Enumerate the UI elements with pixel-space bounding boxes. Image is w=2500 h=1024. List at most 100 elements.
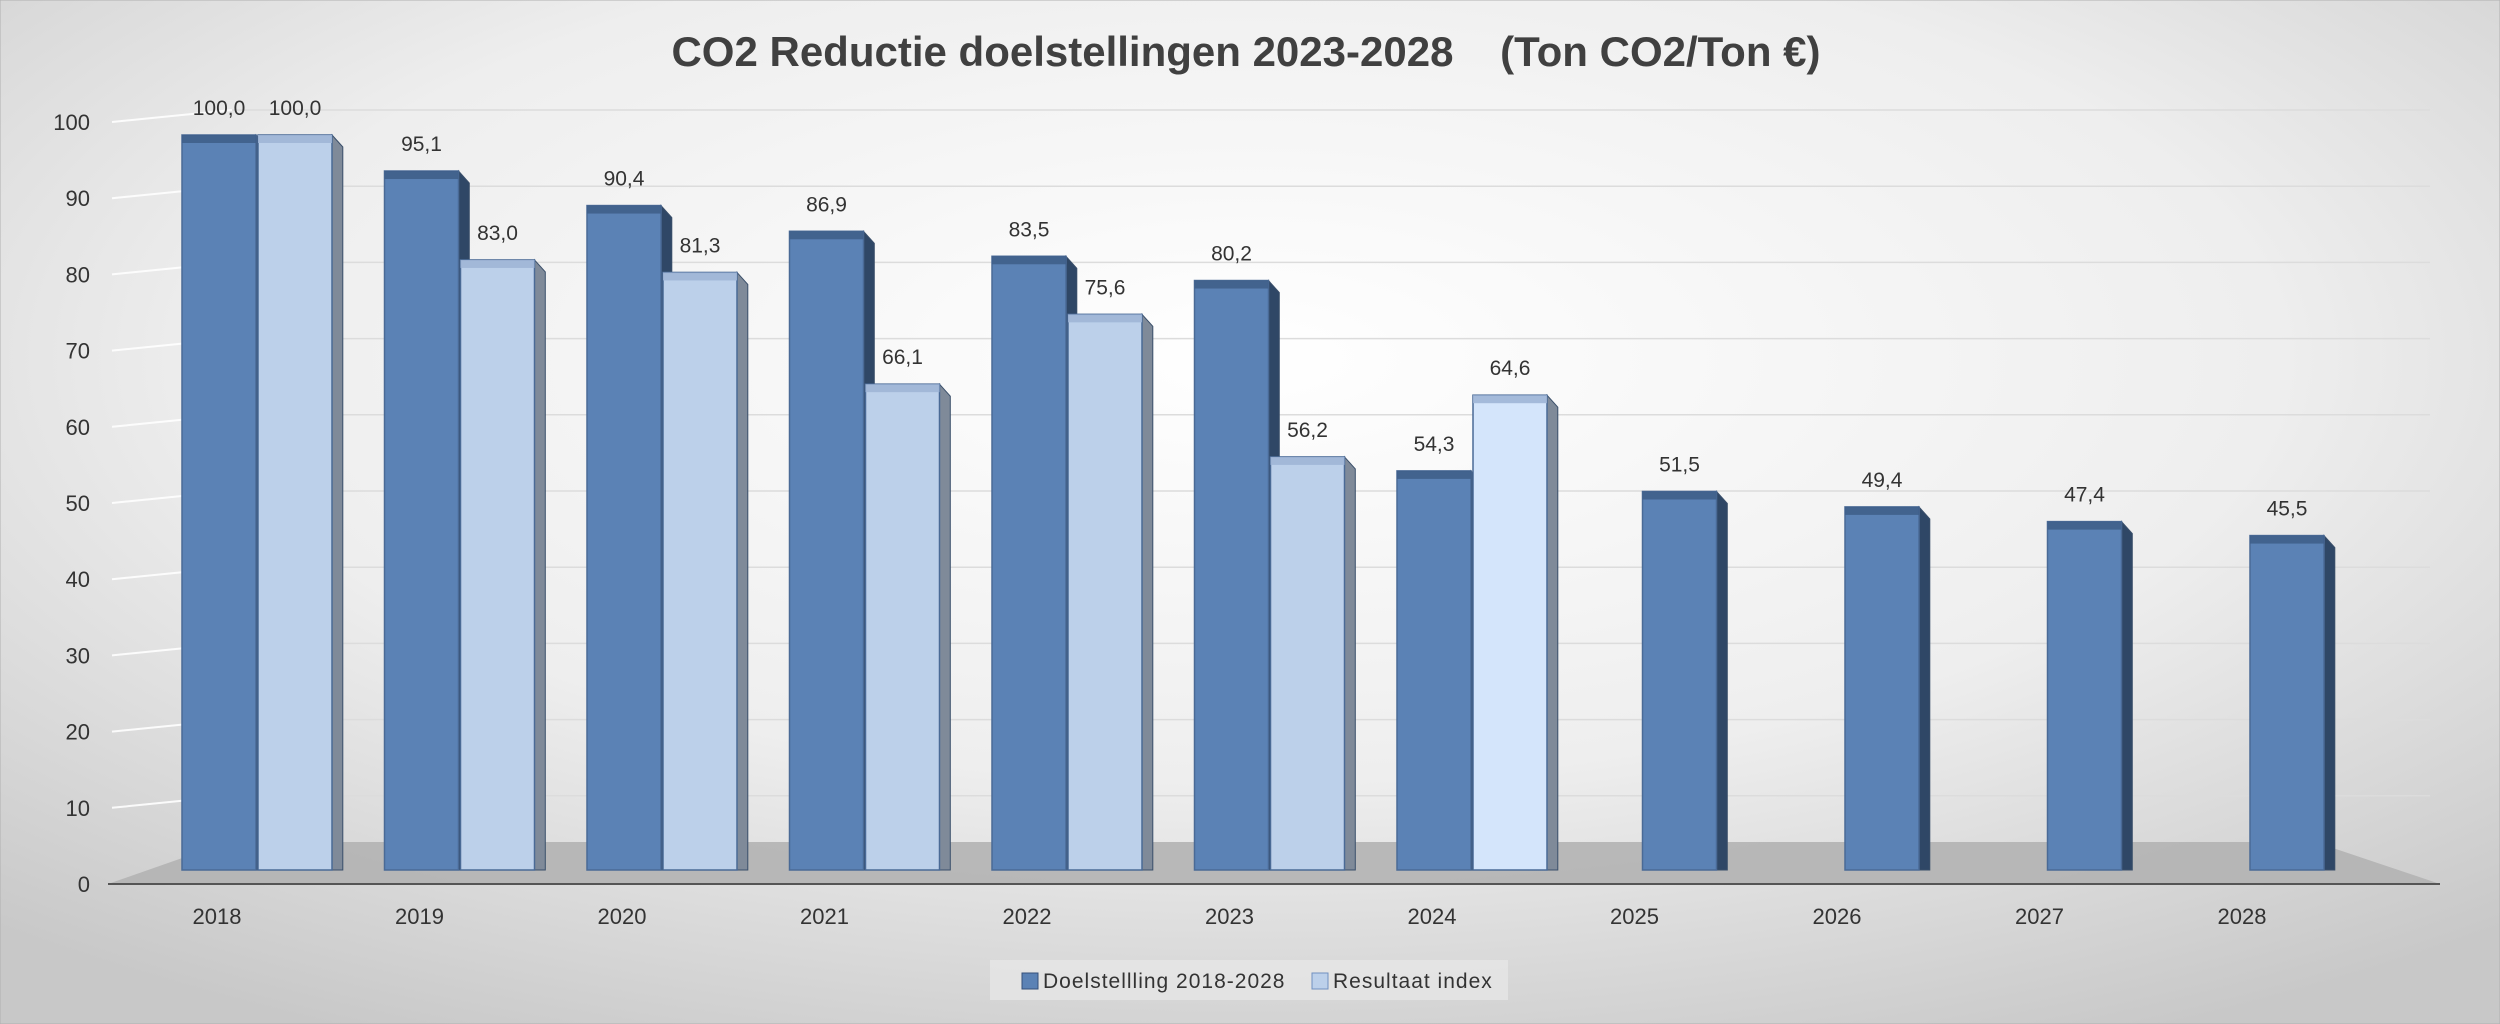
y-tick-label: 50	[66, 491, 90, 516]
bar-doelstelling-side	[2323, 534, 2336, 871]
x-tick-label: 2023	[1205, 904, 1254, 929]
data-label: 49,4	[1862, 469, 1903, 492]
bar-doelstelling	[1641, 490, 1728, 871]
bar-doelstelling	[1844, 505, 1931, 871]
bar-doelstelling-front	[788, 230, 865, 871]
y-tick-label: 70	[66, 339, 90, 364]
legend-swatch-resultaat	[1311, 972, 1329, 990]
data-label: 83,5	[1009, 218, 1050, 241]
data-label: 56,2	[1287, 419, 1328, 442]
y-tick-label: 10	[66, 796, 90, 821]
gridline	[111, 109, 233, 123]
x-tick-label: 2020	[598, 904, 647, 929]
bar-doelstelling-top	[384, 171, 459, 180]
bar-doelstelling-side	[1918, 505, 1931, 871]
legend-label-resultaat: Resultaat index	[1333, 970, 1493, 993]
bar-doelstelling	[1396, 469, 1483, 871]
bar-resultaat-top	[865, 384, 940, 393]
bar-resultaat-front	[257, 134, 333, 871]
bar-doelstelling-top	[992, 256, 1066, 265]
x-tick-label: 2025	[1610, 904, 1659, 929]
bar-resultaat-top	[1473, 395, 1547, 404]
data-label: 47,4	[2064, 484, 2105, 507]
x-tick-label: 2019	[395, 904, 444, 929]
bar-doelstelling-top	[182, 135, 256, 143]
x-tick-label: 2027	[2015, 904, 2064, 929]
bar-doelstelling	[991, 254, 1078, 871]
bar-resultaat-side	[534, 258, 546, 871]
bar-resultaat-top	[1270, 456, 1345, 465]
bar-doelstelling-front	[1396, 470, 1472, 871]
bar-doelstelling	[586, 204, 673, 871]
legend-swatch-doelstelling	[1021, 972, 1039, 990]
bar-doelstelling-top	[1642, 491, 1717, 500]
data-label: 51,5	[1659, 453, 1700, 476]
bar-resultaat-side	[736, 271, 749, 871]
legend-label-doelstelling: Doelstellling 2018-2028	[1043, 970, 1286, 993]
data-label: 83,0	[477, 222, 518, 245]
bar-doelstelling-side	[2121, 520, 2133, 871]
y-tick-label: 40	[66, 567, 90, 592]
bar-doelstelling-top	[789, 231, 864, 240]
x-tick-label: 2028	[2218, 904, 2267, 929]
bar-resultaat	[1269, 455, 1356, 871]
bar-doelstelling-front	[1844, 506, 1920, 871]
data-label: 66,1	[882, 346, 923, 369]
y-tick-label: 80	[66, 262, 90, 287]
data-label: 64,6	[1490, 357, 1531, 380]
y-tick-label: 100	[53, 110, 90, 135]
bar-resultaat	[662, 271, 749, 871]
bar-doelstelling	[383, 169, 470, 871]
bar-doelstelling	[788, 229, 875, 871]
bar-doelstelling-front	[383, 170, 460, 871]
y-tick-label: 90	[66, 186, 90, 211]
x-tick-label: 2021	[800, 904, 849, 929]
bar-doelstelling-top	[1194, 280, 1269, 289]
bar-doelstelling-top	[2047, 521, 2122, 530]
data-label: 100,0	[269, 97, 322, 120]
bar-doelstelling-front	[991, 255, 1067, 871]
bar-doelstelling-top	[587, 205, 661, 214]
data-label: 90,4	[604, 168, 645, 191]
bar-resultaat	[459, 258, 546, 871]
bar-resultaat-side	[331, 133, 344, 871]
bar-resultaat	[257, 133, 344, 871]
bar-doelstelling-front	[2046, 520, 2123, 871]
bar-doelstelling-top	[2250, 535, 2324, 544]
bar-doelstelling-top	[1845, 506, 1919, 515]
bar-resultaat-side	[1546, 393, 1559, 871]
x-tick-label: 2026	[1813, 904, 1862, 929]
data-label: 54,3	[1414, 433, 1455, 456]
data-label: 100,0	[193, 97, 246, 120]
bar-resultaat-front	[1067, 313, 1143, 871]
bar-resultaat-front	[864, 383, 941, 871]
data-label: 81,3	[680, 234, 721, 257]
chart-title: CO2 Reductie doelstellingen 2023-2028 (T…	[671, 28, 1820, 75]
bar-doelstelling	[2249, 534, 2336, 871]
x-tick-label: 2022	[1003, 904, 1052, 929]
bar-doelstelling-side	[1716, 490, 1728, 871]
bar-doelstelling-front	[181, 134, 257, 871]
y-tick-label: 0	[78, 872, 90, 897]
bar-resultaat-top	[663, 272, 737, 281]
bar-resultaat	[1472, 393, 1559, 871]
bar-doelstelling-front	[1193, 279, 1270, 871]
bar-doelstelling-front	[1641, 490, 1718, 871]
data-label: 95,1	[401, 133, 442, 156]
bar-doelstelling	[1193, 279, 1280, 871]
bar-resultaat-top	[460, 259, 535, 268]
bar-resultaat-front	[1269, 456, 1346, 871]
bar-resultaat-front	[1472, 394, 1548, 871]
x-tick-label: 2024	[1408, 904, 1457, 929]
bar-doelstelling-front	[2249, 534, 2325, 871]
bar-resultaat	[1067, 313, 1154, 871]
y-tick-label: 20	[66, 720, 90, 745]
bar-resultaat-front	[459, 259, 536, 871]
bar-resultaat-side	[939, 382, 951, 871]
data-label: 86,9	[806, 193, 847, 216]
bar-doelstelling	[2046, 520, 2133, 871]
bar-doelstelling-front	[586, 204, 662, 871]
bar-resultaat	[864, 382, 951, 871]
